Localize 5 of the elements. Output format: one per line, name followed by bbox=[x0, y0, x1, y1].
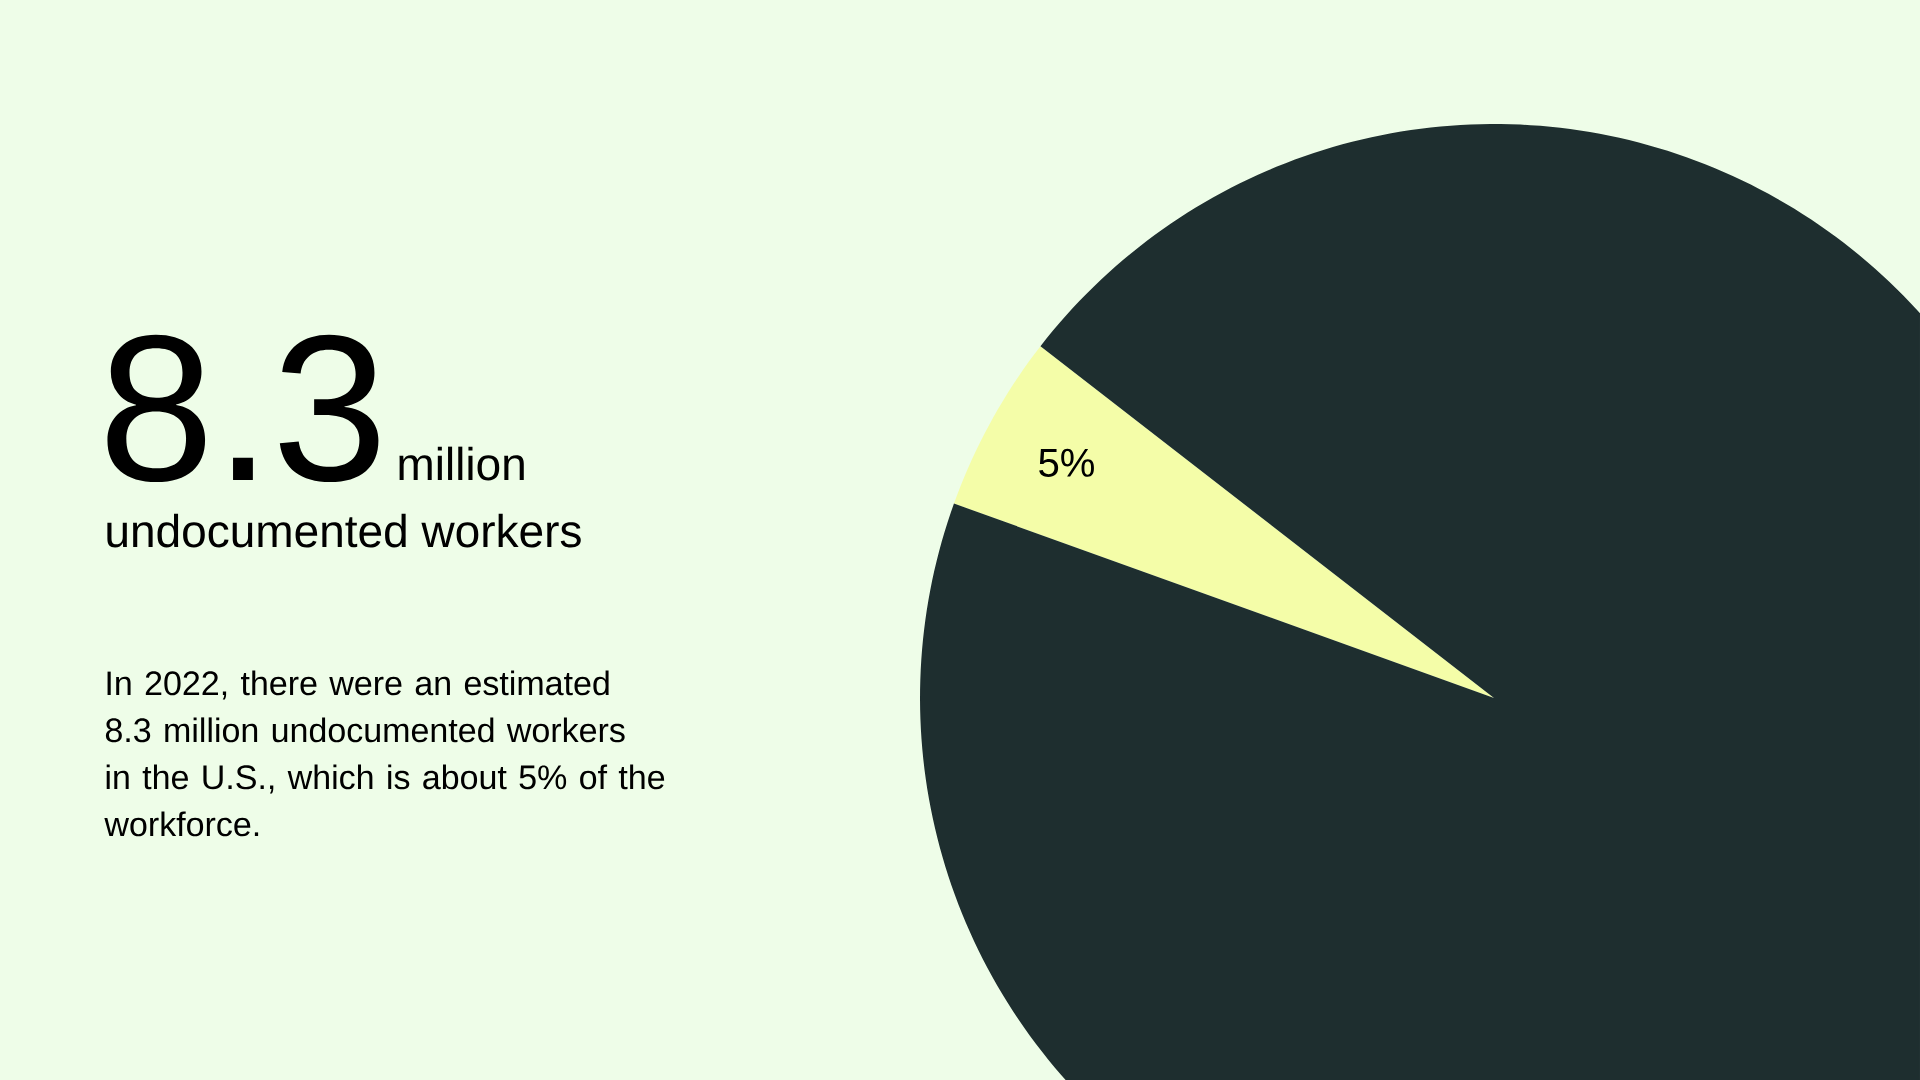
text: undocumented workers bbox=[107, 513, 581, 548]
text: In 2022, there were an estimated 8.3 million undocumented workers in the U.S., which is about 5% of the workforce. bbox=[104, 670, 665, 837]
text: 8.3 bbox=[107, 334, 379, 483]
text: million bbox=[399, 446, 524, 481]
data-label: 5% bbox=[1039, 448, 1094, 477]
